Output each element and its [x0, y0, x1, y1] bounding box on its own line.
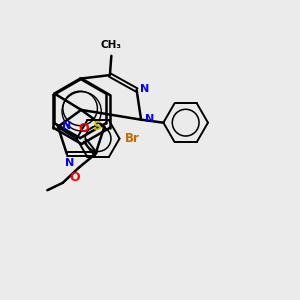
Text: CH₃: CH₃ [101, 40, 122, 50]
Text: Br: Br [125, 132, 140, 145]
Text: O: O [69, 171, 80, 184]
Text: S: S [92, 120, 101, 133]
Text: O: O [79, 122, 89, 135]
Text: N: N [64, 158, 74, 168]
Text: N: N [140, 84, 149, 94]
Text: N: N [145, 114, 154, 124]
Text: N: N [62, 121, 72, 131]
